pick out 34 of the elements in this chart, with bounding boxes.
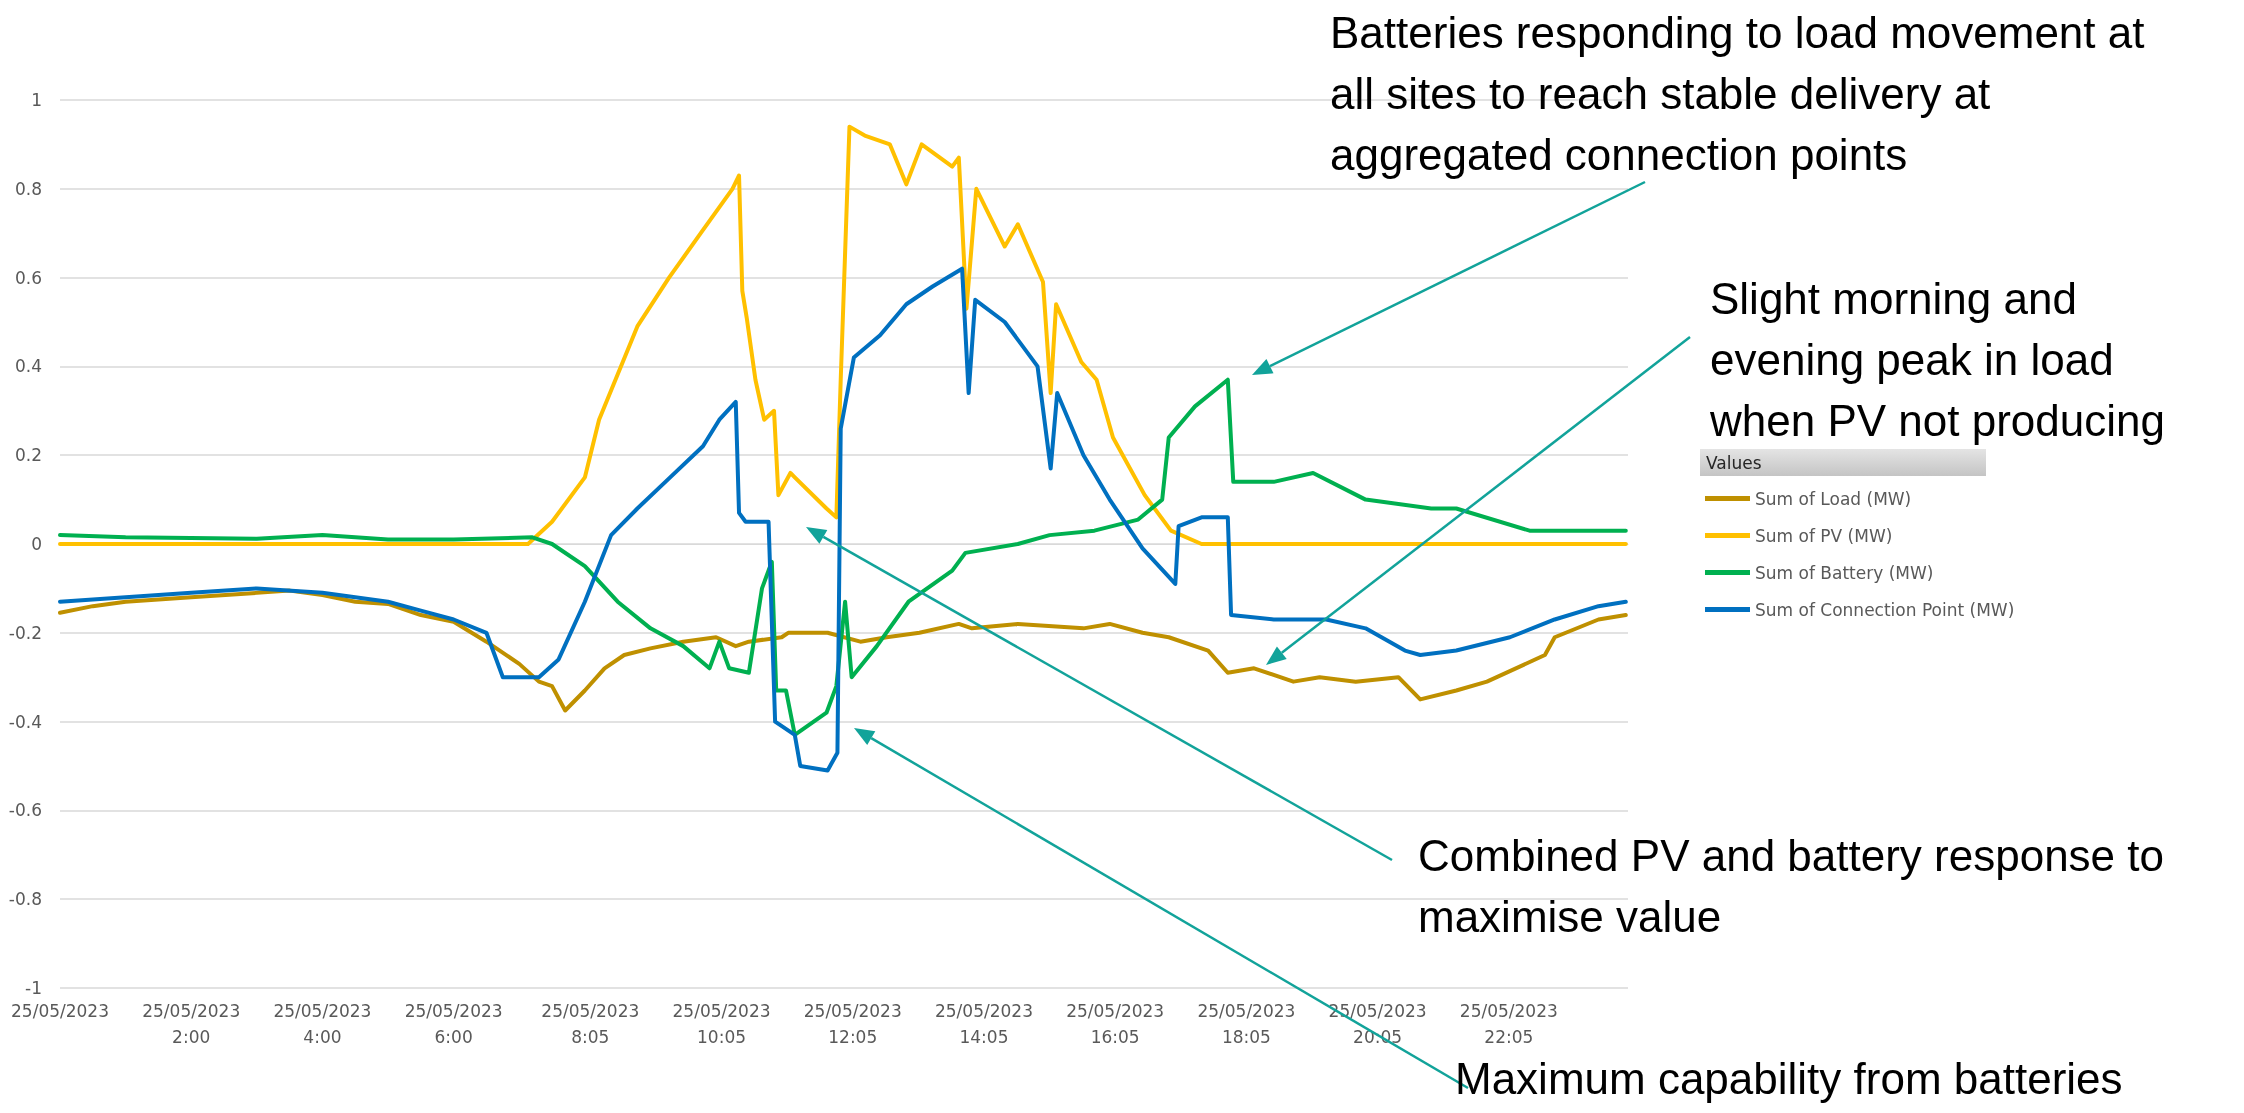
- legend-label: Sum of Connection Point (MW): [1755, 599, 2015, 620]
- y-tick-label: -0.2: [8, 622, 42, 643]
- annotation: Combined PV and battery response to maximise value: [1418, 830, 2165, 943]
- x-tick-label: 25/05/2023 22:05: [1459, 1001, 1558, 1047]
- y-tick-label: 1: [31, 90, 42, 110]
- text: Maximum capability from batteries: [1455, 1053, 2124, 1105]
- x-tick-label: 25/05/2023 4:00: [273, 1001, 372, 1047]
- line-series: [58, 266, 1628, 773]
- text: Slight morning and evening peak in load when PV not producing: [1710, 273, 2166, 447]
- y-tick-label: 0.8: [14, 178, 42, 199]
- y-tick-label: -0.8: [8, 889, 42, 910]
- x-tick-label: 25/05/2023 14:05: [934, 1001, 1033, 1047]
- annotation: Batteries responding to load movement at all sites to reach stable delivery at aggregated connection points: [1330, 7, 2146, 181]
- line-series: [58, 588, 1628, 713]
- x-tick-label: 25/05/2023 8:05: [541, 1001, 640, 1047]
- y-tick-label: -0.4: [8, 711, 42, 732]
- x-tick-label: 25/05/2023 12:05: [803, 1001, 902, 1047]
- y-tick-label: -0.6: [8, 800, 42, 821]
- legend-label: Sum of PV (MW): [1755, 525, 1893, 546]
- x-tick-label: 25/05/2023 10:05: [672, 1001, 771, 1047]
- y-tick-label: 0.6: [14, 267, 42, 288]
- x-tick-label: 25/05/2023 16:05: [1066, 1001, 1165, 1047]
- y-tick-label: 0.4: [14, 356, 42, 377]
- legend-label: Sum of Battery (MW): [1755, 562, 1934, 583]
- y-tick-label: 0: [31, 534, 42, 554]
- x-tick-label: 25/05/2023 6:00: [404, 1001, 503, 1047]
- legend-title: Values: [1706, 452, 1762, 473]
- line-series: [58, 377, 1628, 737]
- y-tick-label: -1: [25, 978, 42, 998]
- y-tick-label: 0.2: [14, 445, 42, 466]
- x-tick-label: 25/05/2023 2:00: [142, 1001, 241, 1047]
- x-tick-label: 25/05/2023 18:05: [1197, 1001, 1296, 1047]
- x-tick-label: 25/05/2023: [11, 1001, 109, 1021]
- legend-label: Sum of Load (MW): [1755, 488, 1912, 509]
